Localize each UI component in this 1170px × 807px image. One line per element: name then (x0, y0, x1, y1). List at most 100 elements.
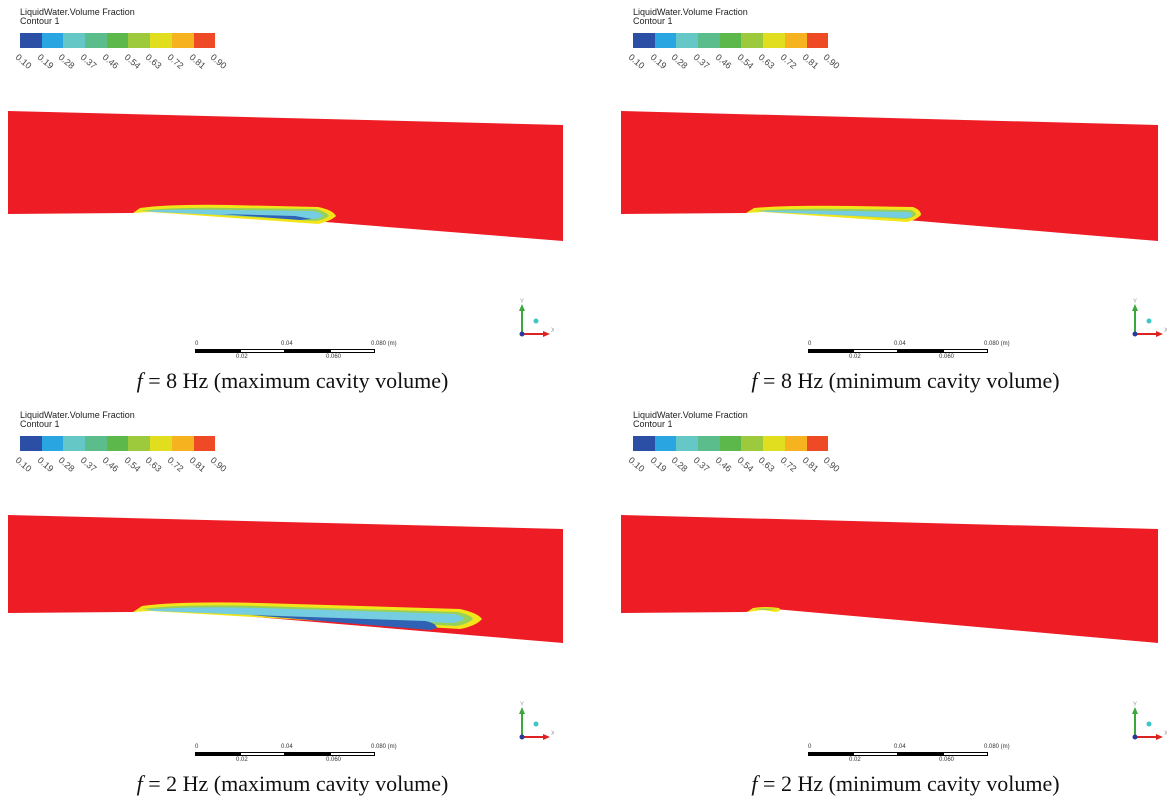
scale-bar: 0 0.04 0.080 (m) 0.02 0.060 (195, 742, 415, 772)
cavity-region-cyan (146, 607, 464, 623)
z-axis-dot (1146, 721, 1152, 727)
colorbar-swatch (150, 33, 172, 48)
x-axis-label: X (1164, 731, 1167, 737)
legend-title: LiquidWater.Volume Fraction (633, 410, 748, 420)
origin-dot (519, 331, 525, 337)
cavity-region-cyan (754, 608, 776, 610)
panel-2hz-min: LiquidWater.Volume Fraction Contour 1 0.… (613, 403, 1170, 806)
scale-bar-label: 0.080 (m) (371, 341, 397, 347)
scale-bar-label: 0 (808, 341, 812, 347)
scale-bar-segment (898, 349, 943, 353)
panel-caption: f = 2 Hz (minimum cavity volume) (613, 771, 1170, 797)
colorbar-swatch (193, 33, 216, 48)
legend-title: LiquidWater.Volume Fraction (20, 7, 135, 17)
colorbar-swatch (784, 33, 807, 48)
x-axis-arrow (1156, 734, 1163, 740)
colorbar (633, 436, 829, 451)
contour-field (8, 515, 563, 643)
colorbar-swatch (698, 436, 720, 451)
scale-bar-segment (330, 349, 375, 353)
colorbar (20, 436, 216, 451)
legend-subtitle: Contour 1 (633, 419, 673, 429)
colorbar-swatch (85, 436, 107, 451)
colorbar-swatch (128, 33, 151, 48)
colorbar-swatch (741, 436, 764, 451)
y-axis-label: Y (1133, 299, 1137, 305)
colorbar-swatch (128, 436, 151, 451)
origin-dot (1132, 734, 1138, 740)
origin-dot (1132, 331, 1138, 337)
scale-bar-label: 0 (195, 341, 199, 347)
scale-bar-label: 0.080 (m) (984, 744, 1010, 750)
scale-bar-label: 0.080 (m) (371, 744, 397, 750)
contour-field (621, 515, 1158, 643)
scale-bar-segment (330, 752, 375, 756)
scale-bar: 0 0.04 0.080 (m) 0.02 0.060 (808, 339, 1028, 369)
z-axis-dot (533, 721, 539, 727)
y-axis-arrow (1132, 304, 1138, 311)
origin-dot (519, 734, 525, 740)
scale-bar-segment (195, 349, 240, 353)
scale-bar-label: 0.04 (894, 744, 906, 750)
caption-frequency-symbol: f (136, 368, 143, 393)
colorbar-swatch (654, 33, 677, 48)
scale-bar-label: 0.080 (m) (984, 341, 1010, 347)
liquid-region (8, 515, 563, 643)
liquid-region (621, 515, 1158, 643)
legend-subtitle: Contour 1 (633, 16, 673, 26)
cavity-region-cyan (758, 210, 912, 218)
y-axis-label: Y (520, 299, 524, 305)
panel-8hz-max: LiquidWater.Volume Fraction Contour 1 0.… (0, 0, 585, 403)
colorbar-swatch (63, 436, 86, 451)
panel-8hz-min: LiquidWater.Volume Fraction Contour 1 0.… (613, 0, 1170, 403)
x-axis-label: X (551, 731, 554, 737)
scale-bar-label: 0.060 (326, 354, 342, 360)
colorbar-swatch (63, 33, 86, 48)
x-axis-arrow (543, 331, 550, 337)
axis-triad: YX (519, 299, 554, 337)
colorbar-swatch (806, 436, 829, 451)
colorbar-swatch (20, 33, 42, 48)
scale-bar-segment (285, 752, 330, 756)
legend-subtitle: Contour 1 (20, 419, 60, 429)
colorbar-swatch (741, 33, 764, 48)
scale-bar-segment (808, 752, 853, 756)
colorbar-swatch (763, 33, 785, 48)
panel-caption: f = 8 Hz (minimum cavity volume) (613, 368, 1170, 394)
caption-frequency-symbol: f (751, 368, 758, 393)
scale-bar-segment (943, 752, 988, 756)
colorbar-swatch (150, 436, 172, 451)
legend-subtitle: Contour 1 (20, 16, 60, 26)
colorbar-swatch (20, 436, 42, 451)
panel-2hz-max: LiquidWater.Volume Fraction Contour 1 0.… (0, 403, 585, 806)
colorbar-swatch (654, 436, 677, 451)
scale-bar-segment (808, 349, 853, 353)
colorbar-swatch (763, 436, 785, 451)
y-axis-label: Y (1133, 702, 1137, 708)
axis-triad: YX (519, 702, 554, 740)
colorbar-swatch (106, 436, 129, 451)
colorbar-swatch (719, 33, 742, 48)
scale-bar-segment (898, 752, 943, 756)
cavity-core-blue (220, 214, 312, 220)
axis-triad: YX (1132, 299, 1167, 337)
scale-bar-label: 0.02 (849, 757, 861, 763)
scale-bar-label: 0.02 (236, 354, 248, 360)
colorbar-swatch (171, 436, 194, 451)
caption-text: = 8 Hz (minimum cavity volume) (757, 368, 1060, 393)
scale-bar-label: 0 (808, 744, 812, 750)
x-axis-arrow (1156, 331, 1163, 337)
scale-bar-segment (195, 752, 240, 756)
cavity-core-blue (250, 615, 437, 630)
caption-text: = 8 Hz (maximum cavity volume) (142, 368, 449, 393)
scale-bar-label: 0.04 (281, 341, 293, 347)
caption-text: = 2 Hz (minimum cavity volume) (757, 771, 1060, 796)
scale-bar-segment (285, 349, 330, 353)
colorbar-swatch (784, 436, 807, 451)
caption-frequency-symbol: f (136, 771, 143, 796)
colorbar-swatch (41, 436, 64, 451)
scale-bar-segment (240, 752, 285, 756)
contour-field (8, 111, 563, 241)
colorbar-swatch (171, 33, 194, 48)
panel-caption: f = 2 Hz (maximum cavity volume) (0, 771, 585, 797)
